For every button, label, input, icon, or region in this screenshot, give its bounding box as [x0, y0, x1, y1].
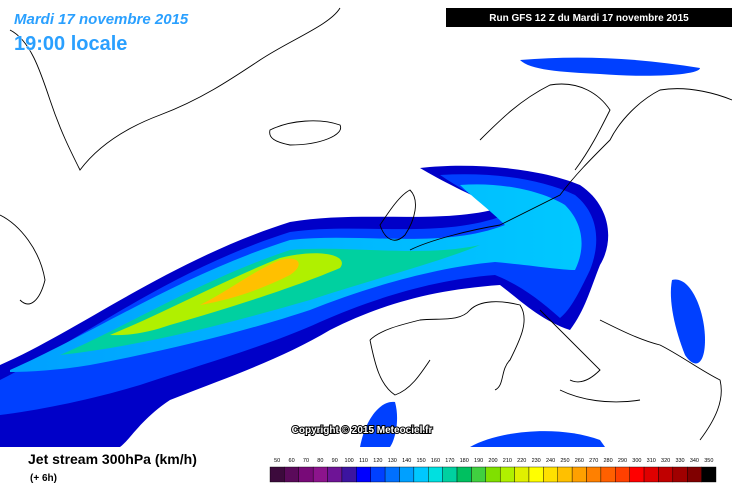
scale-box — [384, 466, 400, 483]
scale-label: 100 — [345, 458, 354, 464]
scale-box — [499, 466, 515, 483]
copyright: Copyright © 2015 Meteociel.fr — [292, 425, 433, 436]
scale-box — [687, 466, 702, 483]
scale-label: 180 — [460, 458, 469, 464]
scale-box — [370, 466, 386, 483]
scale-label: 260 — [575, 458, 584, 464]
scale-box — [269, 466, 285, 483]
scale-label: 150 — [416, 458, 425, 464]
scale-box — [284, 466, 299, 483]
scale-label: 240 — [546, 458, 555, 464]
scale-label: 130 — [388, 458, 397, 464]
scale-label: 320 — [661, 458, 670, 464]
footer-title: Jet stream 300hPa (km/h) — [28, 451, 197, 467]
run-box — [446, 8, 732, 27]
scale-label: 70 — [303, 458, 309, 464]
scale-box — [428, 466, 443, 483]
coastlines — [0, 7, 732, 441]
scale-box — [471, 466, 487, 483]
scale-label: 90 — [332, 458, 338, 464]
scale-box — [586, 466, 602, 483]
scale-label: 60 — [289, 458, 295, 464]
scale-label: 110 — [359, 458, 368, 464]
scale-label: 230 — [532, 458, 541, 464]
scale-label: 120 — [373, 458, 382, 464]
scale-box — [658, 466, 674, 483]
scale-box — [629, 466, 645, 483]
scale-label: 50 — [274, 458, 280, 464]
scale-label: 270 — [589, 458, 598, 464]
scale-box — [643, 466, 659, 483]
scale-box — [341, 466, 357, 483]
scale-label: 330 — [675, 458, 684, 464]
scale-label: 140 — [402, 458, 411, 464]
scale-label: 160 — [431, 458, 440, 464]
scale-box — [485, 466, 501, 483]
scale-box — [456, 466, 472, 483]
date-label: Mardi 17 novembre 2015 — [14, 11, 189, 28]
scale-box — [528, 466, 544, 483]
scale-box — [543, 466, 558, 483]
scale-label: 220 — [517, 458, 526, 464]
scale-box — [399, 466, 415, 483]
lead-time: (+ 6h) — [30, 473, 57, 484]
scale-box — [672, 466, 688, 483]
scale-box — [327, 466, 343, 483]
color-scale: 50 60 70 80 90 100 110 120 130 140 150 160 170 180 190… — [269, 458, 717, 483]
jet-stream — [0, 57, 705, 447]
scale-label: 200 — [488, 458, 497, 464]
scale-label: 350 — [704, 458, 713, 464]
scale-label: 280 — [604, 458, 613, 464]
scale-label: 290 — [618, 458, 627, 464]
scale-box — [312, 466, 328, 483]
scale-box — [298, 466, 314, 483]
run-label: Run GFS 12 Z du Mardi 17 novembre 2015 — [489, 13, 689, 24]
scale-box — [442, 466, 458, 483]
scale-box — [701, 466, 717, 483]
scale-box — [413, 466, 429, 483]
scale-box — [356, 466, 371, 483]
scale-box — [557, 466, 573, 483]
scale-label: 80 — [317, 458, 323, 464]
time-label: 19:00 locale — [14, 33, 127, 55]
scale-label: 190 — [474, 458, 483, 464]
scale-label: 250 — [560, 458, 569, 464]
scale-box — [615, 466, 630, 483]
scale-box — [514, 466, 530, 483]
scale-label: 340 — [690, 458, 699, 464]
scale-label: 170 — [445, 458, 454, 464]
scale-label: 310 — [647, 458, 656, 464]
scale-box — [571, 466, 587, 483]
scale-box — [600, 466, 616, 483]
scale-label: 300 — [632, 458, 641, 464]
scale-label: 210 — [503, 458, 512, 464]
